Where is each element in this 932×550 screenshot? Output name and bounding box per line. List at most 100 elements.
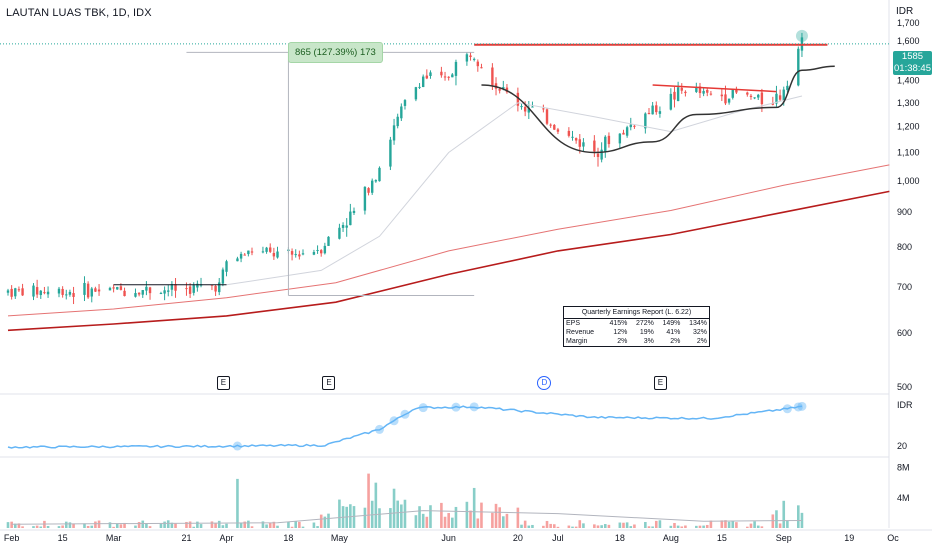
candle-body <box>655 105 658 113</box>
volume-bar <box>188 521 192 528</box>
candle-body <box>491 67 494 86</box>
volume-bar <box>480 502 483 528</box>
candle-body <box>400 106 403 119</box>
candle-body <box>775 93 778 104</box>
volume-bar <box>123 522 126 528</box>
candle-body <box>695 87 698 92</box>
rs-new-high-dot <box>451 402 461 412</box>
rs-new-high-dot <box>389 416 399 426</box>
volume-bar <box>571 526 574 528</box>
volume-bar <box>531 524 534 528</box>
volume-bar <box>13 523 17 528</box>
candle-body <box>316 249 319 251</box>
candle-body <box>65 294 68 296</box>
volume-bar <box>749 523 753 528</box>
candle-body <box>480 67 483 69</box>
volume-bar <box>775 510 778 528</box>
volume-bar <box>174 523 177 528</box>
earnings-table: Quarterly Earnings Report (L. 6.22) EPS … <box>563 306 710 347</box>
candle-body <box>119 286 123 290</box>
volume-bar <box>695 525 698 528</box>
rs-new-high-dot <box>374 424 384 434</box>
candle-body <box>269 247 272 252</box>
candle-body <box>429 72 432 77</box>
last-price-value: 1585 <box>901 51 924 62</box>
event-marker-dividend[interactable]: D <box>537 376 552 390</box>
volume-bar <box>290 526 294 528</box>
volume-bar <box>421 513 425 528</box>
volume-bar <box>301 526 305 528</box>
moving-average-line <box>7 190 890 332</box>
volume-bar <box>680 526 684 528</box>
volume-bar <box>108 522 112 528</box>
row-label: Margin <box>566 338 588 345</box>
time-tick-label: Apr <box>220 533 234 543</box>
candle-body <box>374 180 378 182</box>
event-marker-earnings[interactable]: E <box>653 376 667 390</box>
candle-body <box>236 258 239 262</box>
candle-body <box>735 89 738 93</box>
candle-body <box>778 95 782 100</box>
rs-new-high-dot <box>400 409 410 419</box>
price-tick-label: 500 <box>897 382 912 392</box>
candle-body <box>604 136 607 152</box>
volume-bar <box>607 524 611 528</box>
candle-body <box>425 75 429 79</box>
volume-bar <box>239 522 243 528</box>
volume-bar <box>68 522 72 528</box>
volume-bar <box>294 521 298 528</box>
last-price-marker <box>795 29 808 42</box>
volume-bar <box>753 521 756 528</box>
handle-trendline <box>652 84 777 93</box>
event-marker-earnings[interactable]: E <box>322 376 336 390</box>
volume-bar <box>556 526 560 528</box>
volume-bar <box>702 525 705 528</box>
volume-bar <box>374 482 378 528</box>
symbol-title[interactable]: LAUTAN LUAS TBK, 1D, IDX <box>6 7 152 19</box>
volume-bar <box>735 522 738 528</box>
time-tick-label: Feb <box>4 533 20 543</box>
bar-countdown: 01:38:45 <box>894 63 931 74</box>
measure-label[interactable]: 865 (127.39%) 173 <box>288 42 383 63</box>
moving-average-line <box>226 95 803 286</box>
volume-bar <box>192 526 196 528</box>
price-tick-label: 1,100 <box>897 147 920 157</box>
candle-body <box>57 288 61 294</box>
volume-bar <box>469 510 472 528</box>
volume-bar <box>629 526 633 528</box>
volume-bar <box>651 526 654 528</box>
volume-bar <box>451 517 454 528</box>
volume-bar <box>414 515 418 528</box>
price-tick-label: 800 <box>897 242 912 252</box>
volume-bar <box>97 520 101 528</box>
cell: 3% <box>643 338 654 345</box>
volume-bar <box>520 524 523 528</box>
volume-bar <box>440 502 443 528</box>
volume-bar <box>429 505 432 528</box>
volume-bar <box>647 526 651 528</box>
volume-bar <box>268 522 272 528</box>
candle-body <box>549 124 552 126</box>
volume-bar <box>327 513 330 528</box>
volume-bar <box>542 525 545 528</box>
volume-bar <box>658 520 662 528</box>
volume-bar <box>276 525 279 528</box>
candle-body <box>83 282 86 295</box>
volume-bar <box>247 520 250 528</box>
candle-body <box>527 107 531 113</box>
volume-bar <box>338 499 341 528</box>
volume-bar <box>134 525 137 528</box>
candle-body <box>494 83 498 89</box>
volume-bar <box>199 524 203 528</box>
price-tick-label: 1,600 <box>897 36 920 46</box>
volume-bar <box>148 526 152 528</box>
time-tick-label: 21 <box>181 533 191 543</box>
volume-bar <box>582 523 585 528</box>
volume-bar <box>163 521 166 528</box>
candle-body <box>797 48 800 86</box>
event-marker-earnings[interactable]: E <box>216 376 230 390</box>
volume-bar <box>46 525 50 528</box>
candle-body <box>46 291 50 295</box>
candle-body <box>698 86 702 94</box>
